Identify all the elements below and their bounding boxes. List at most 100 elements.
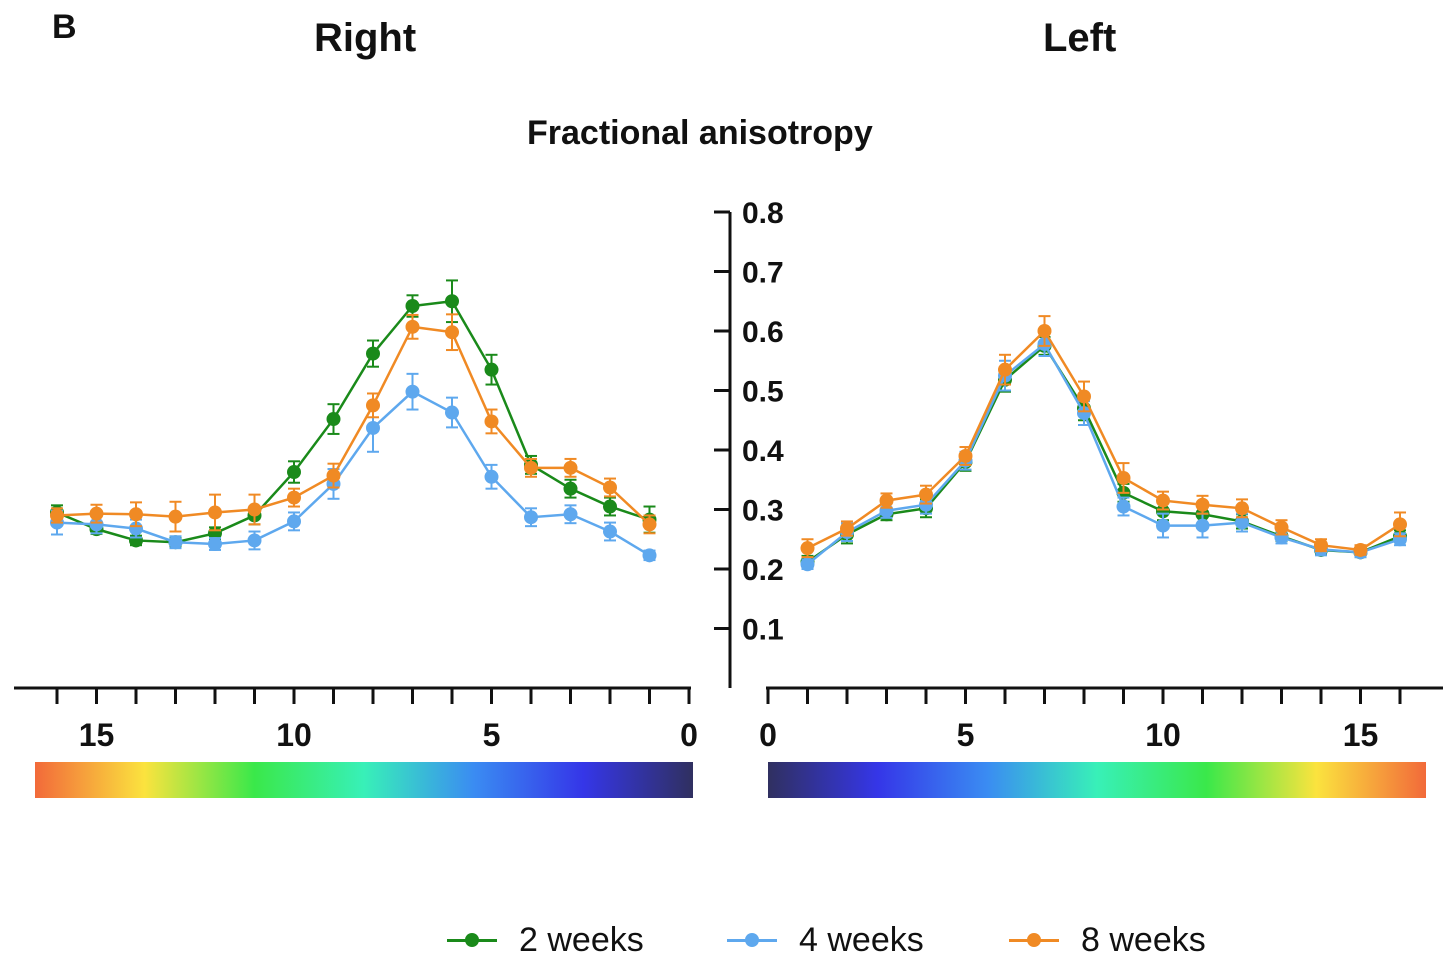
- legend-dot-4-weeks: [745, 933, 759, 947]
- data-point: [168, 535, 183, 550]
- x-tick-label-right: 15: [79, 717, 115, 753]
- colorbar-right: [35, 762, 693, 798]
- data-point: [1156, 504, 1170, 519]
- data-point: [89, 506, 104, 521]
- y-tick-label: 0.1: [742, 614, 784, 647]
- data-point: [484, 362, 499, 377]
- x-tick-label-left: 10: [1145, 717, 1181, 753]
- y-tick-label: 0.4: [742, 435, 784, 468]
- data-point: [563, 460, 578, 475]
- data-point: [445, 325, 459, 340]
- data-point: [445, 294, 459, 309]
- legend-item-2-weeks: 2 weeks: [447, 920, 644, 960]
- data-point: [287, 490, 301, 505]
- data-point: [326, 412, 341, 427]
- y-tick-label: 0.5: [742, 376, 784, 409]
- data-point: [405, 319, 420, 334]
- left-panel-title: Left: [1043, 16, 1117, 60]
- data-point: [287, 514, 301, 529]
- data-point: [247, 533, 262, 548]
- legend-label-2-weeks: 2 weeks: [519, 920, 644, 959]
- data-point: [1195, 518, 1210, 533]
- data-point: [484, 414, 499, 429]
- series-line-8-weeks: [56, 325, 651, 526]
- data-point: [1156, 493, 1170, 508]
- data-point: [603, 480, 617, 495]
- data-point: [840, 521, 854, 536]
- data-point: [800, 541, 815, 556]
- y-tick-label: 0.6: [742, 316, 784, 349]
- series-line-4-weeks: [806, 342, 1401, 566]
- data-point: [603, 499, 617, 514]
- y-tick-label: 0.3: [742, 495, 784, 528]
- data-point: [1077, 389, 1091, 404]
- data-point: [366, 346, 380, 361]
- series-right-2-weeks: [50, 279, 657, 550]
- data-point: [287, 465, 301, 480]
- legend: 2 weeks 4 weeks 8 weeks: [0, 920, 1444, 960]
- data-point: [958, 448, 973, 463]
- data-point: [247, 502, 262, 517]
- data-point: [326, 468, 341, 483]
- data-point: [1353, 542, 1368, 557]
- series-right-8-weeks: [50, 313, 657, 535]
- data-point: [563, 481, 578, 496]
- data-point: [1235, 515, 1249, 530]
- data-point: [603, 524, 617, 539]
- data-point: [208, 505, 222, 520]
- y-tick-label: 0.8: [742, 197, 784, 230]
- data-point: [50, 508, 64, 523]
- data-point: [1116, 499, 1131, 514]
- data-point: [919, 497, 933, 512]
- data-point: [1393, 517, 1407, 532]
- chart-title: Fractional anisotropy: [527, 114, 873, 152]
- panel-letter: B: [52, 8, 77, 46]
- legend-swatch-4-weeks: [727, 920, 777, 960]
- data-point: [1116, 470, 1131, 485]
- data-point: [1037, 324, 1052, 338]
- data-point: [1156, 518, 1170, 533]
- data-point: [405, 299, 420, 314]
- legend-item-8-weeks: 8 weeks: [1009, 920, 1206, 960]
- data-point: [919, 487, 933, 502]
- x-tick-label-left: 15: [1343, 717, 1379, 753]
- x-tick-label-right: 5: [483, 717, 501, 753]
- y-tick-label: 0.7: [742, 257, 784, 290]
- series-line-4-weeks: [56, 390, 651, 557]
- data-point: [1195, 497, 1210, 512]
- legend-swatch-8-weeks: [1009, 920, 1059, 960]
- data-point: [642, 548, 657, 563]
- colorbar-left: [768, 762, 1426, 798]
- legend-label-8-weeks: 8 weeks: [1081, 920, 1206, 959]
- series-line-2-weeks: [806, 343, 1401, 563]
- data-point: [1235, 501, 1249, 516]
- x-tick-label-left: 5: [957, 717, 975, 753]
- legend-dot-2-weeks: [465, 933, 479, 947]
- data-point: [445, 405, 459, 420]
- legend-item-4-weeks: 4 weeks: [727, 920, 924, 960]
- data-point: [524, 460, 538, 475]
- data-point: [89, 517, 104, 532]
- x-tick-label-right: 10: [276, 717, 312, 753]
- data-point: [563, 507, 578, 522]
- data-point: [366, 398, 380, 413]
- data-point: [129, 521, 143, 536]
- legend-label-4-weeks: 4 weeks: [799, 920, 924, 959]
- data-point: [208, 537, 222, 552]
- data-point: [998, 362, 1012, 377]
- y-tick-label: 0.2: [742, 554, 784, 587]
- data-point: [484, 469, 499, 484]
- x-tick-label-left: 0: [759, 717, 777, 753]
- data-point: [1077, 406, 1091, 421]
- data-point: [524, 510, 538, 525]
- data-point: [800, 557, 815, 572]
- series-left-8-weeks: [800, 315, 1407, 559]
- data-point: [366, 420, 380, 435]
- series-line-2-weeks: [56, 299, 650, 544]
- data-point: [1314, 538, 1328, 553]
- data-point: [405, 384, 420, 399]
- data-point: [642, 517, 657, 532]
- data-point: [879, 493, 894, 508]
- x-tick-label-right: 0: [680, 717, 698, 753]
